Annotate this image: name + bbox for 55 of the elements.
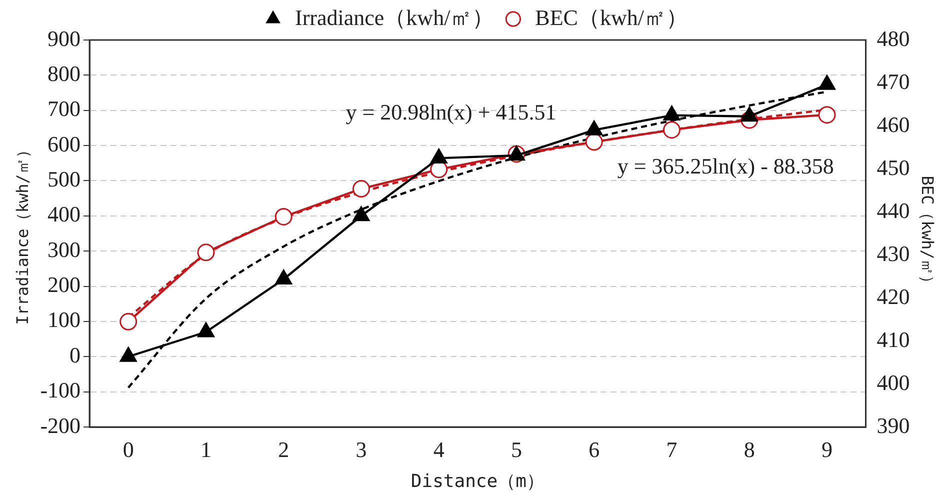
x-tick-label: 2: [278, 436, 290, 462]
x-tick-label: 0: [122, 436, 134, 462]
y2-tick-label: 400: [876, 370, 910, 395]
y2-tick-label: 450: [876, 154, 910, 180]
legend-label: BEC（kwh/㎡）: [535, 4, 688, 30]
point: [120, 312, 138, 330]
point: [274, 208, 292, 226]
y2-axis-title: BEC（kwh/㎡）: [918, 176, 938, 292]
x-tick-label: 5: [510, 436, 522, 462]
y-tick-label: 0: [70, 342, 81, 368]
y-axis-title: Irradiance（kwh/㎡）: [12, 142, 32, 325]
x-tick-label: 1: [200, 436, 212, 462]
y-tick-label: 800: [48, 60, 81, 86]
x-tick-label: 7: [666, 436, 678, 462]
y2-tick-label: 430: [876, 240, 910, 266]
point: [430, 148, 448, 164]
point: [197, 322, 215, 338]
point: [818, 74, 836, 90]
y2-tick-label: 440: [876, 198, 910, 223]
point: [197, 244, 215, 262]
y-tick-label: 700: [48, 96, 81, 122]
y-tick-label: 600: [48, 131, 81, 156]
point: [352, 180, 370, 198]
y-tick-label: 900: [48, 26, 81, 51]
x-tick-label: 9: [821, 436, 832, 462]
x-tick-label: 3: [356, 436, 367, 462]
y-tick-label: 400: [48, 202, 81, 227]
y2-tick-label: 420: [876, 284, 910, 309]
y-tick-label: 500: [48, 166, 81, 192]
point: [275, 269, 292, 284]
point: [663, 106, 680, 121]
annotation: y = 20.98ln(x) + 415.51: [346, 99, 556, 124]
x-tick-label: 8: [744, 436, 755, 462]
point: [352, 206, 370, 222]
y2-tick-label: 470: [876, 68, 910, 94]
x-tick-label: 6: [588, 436, 600, 462]
annotation: y = 365.25ln(x) - 88.358: [617, 153, 834, 178]
y2-tick-label: 410: [876, 326, 910, 352]
point: [740, 106, 758, 122]
y-tick-label: 300: [48, 236, 81, 262]
x-axis-title: Distance（m）: [410, 470, 544, 492]
y2-tick-label: 480: [876, 26, 910, 51]
y2-tick-label: 460: [876, 112, 910, 137]
point: [662, 121, 680, 139]
legend-label: Irradiance（kwh/㎡）: [295, 4, 494, 30]
x-tick-label: 4: [433, 436, 444, 462]
point: [585, 133, 603, 151]
point: [818, 106, 836, 124]
y2-tick-label: 390: [876, 412, 910, 438]
y-tick-label: -200: [40, 412, 81, 438]
y-tick-label: -100: [40, 378, 81, 403]
point: [120, 346, 137, 362]
y-tick-label: 100: [48, 307, 81, 332]
y-tick-label: 200: [48, 272, 81, 298]
point: [586, 120, 603, 136]
